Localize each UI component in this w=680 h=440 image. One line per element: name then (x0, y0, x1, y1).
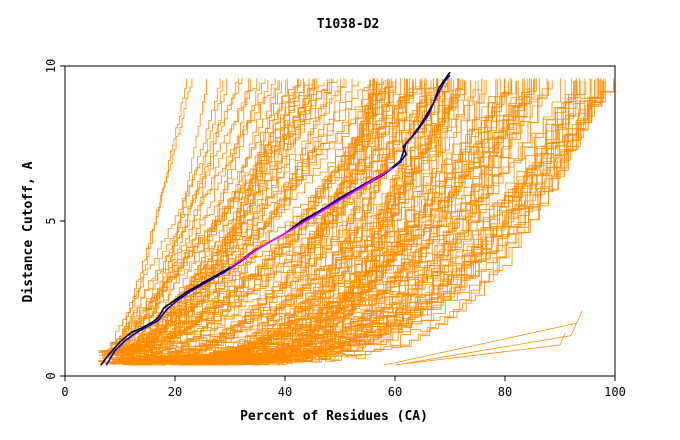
model-curve (120, 78, 304, 353)
highlight-series (100, 71, 451, 366)
chart-title: T1038-D2 (317, 17, 380, 32)
model-curve (132, 78, 577, 362)
model-curve (123, 79, 347, 353)
model-curve (122, 79, 316, 363)
model-curve (185, 80, 534, 365)
model-curve (98, 80, 302, 361)
model-curve (134, 78, 397, 363)
model-curve (227, 80, 595, 362)
model-curve (119, 78, 401, 360)
model-curve (110, 78, 383, 364)
model-curve (103, 80, 422, 356)
x-tick-label: 100 (604, 385, 626, 399)
model-curve (106, 79, 329, 351)
model-curve (122, 80, 224, 355)
model-curve (394, 323, 577, 366)
model-curve (170, 78, 573, 364)
model-curve (99, 78, 250, 359)
y-tick-label: 5 (44, 217, 58, 224)
model-curve (104, 78, 353, 354)
model-curve (172, 79, 566, 364)
model-curve (127, 80, 581, 361)
model-curve (209, 79, 465, 365)
x-tick-label: 0 (61, 385, 68, 399)
model-curve (383, 310, 583, 366)
model-curve (120, 78, 266, 359)
model-curve (112, 78, 193, 365)
x-axis-label: Percent of Residues (CA) (240, 409, 428, 424)
model-curve (159, 78, 592, 361)
y-axis-label: Distance Cutoff, A (21, 161, 36, 302)
model-curve (126, 78, 239, 352)
model-curve (102, 78, 310, 353)
highlight-series-line-2 (229, 167, 393, 269)
model-curve (118, 78, 315, 349)
model-curve (112, 78, 299, 363)
x-tick-label: 20 (168, 385, 182, 399)
y-tick-label: 0 (44, 372, 58, 379)
model-curve (135, 78, 535, 361)
model-curve (110, 78, 506, 365)
model-curve (121, 81, 467, 362)
model-curve (115, 82, 325, 350)
model-curve (405, 332, 566, 364)
model-curve (101, 78, 243, 364)
x-tick-label: 80 (498, 385, 512, 399)
model-curve (99, 78, 334, 356)
model-curve (102, 78, 345, 358)
model-curve (120, 78, 228, 363)
x-tick-label: 40 (278, 385, 292, 399)
model-curve (115, 78, 187, 356)
y-tick-label: 10 (44, 59, 58, 73)
x-tick-label: 60 (388, 385, 402, 399)
axis-ticks: 0 20 40 60 80 100 0 5 10 (44, 59, 626, 399)
model-curve (156, 78, 446, 364)
model-curve (195, 78, 511, 364)
model-curve (211, 80, 487, 366)
model-curve (112, 78, 391, 352)
model-curve (141, 78, 389, 364)
model-curve (123, 79, 313, 352)
model-curve (224, 80, 519, 363)
model-curve (189, 78, 438, 366)
model-curve (112, 78, 276, 351)
model-curves (98, 78, 615, 366)
model-curve (111, 81, 466, 363)
